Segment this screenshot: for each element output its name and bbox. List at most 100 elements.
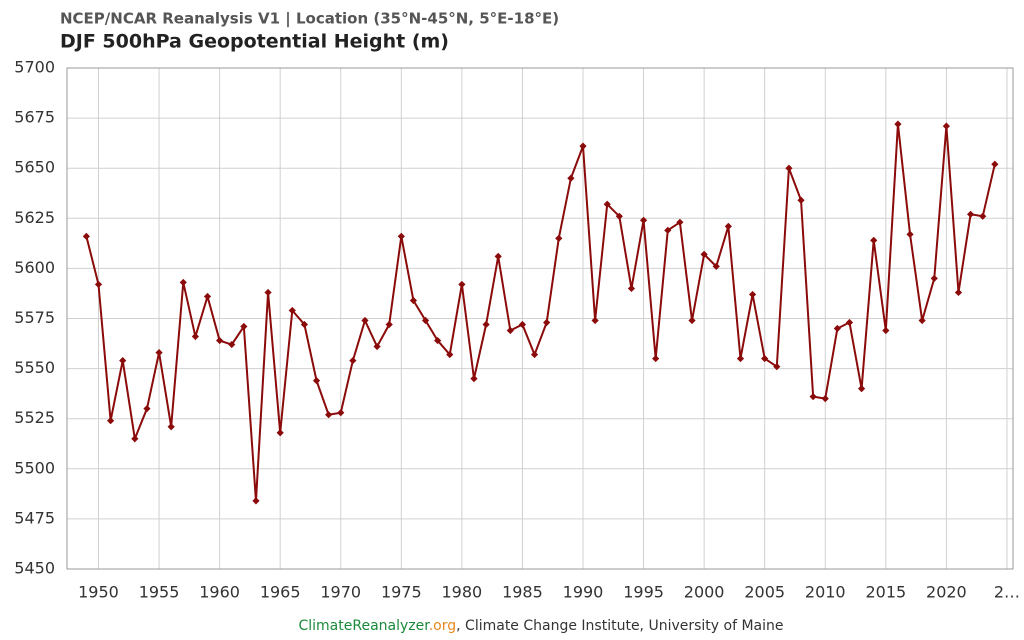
data-point bbox=[288, 306, 296, 315]
data-point bbox=[833, 324, 841, 333]
data-point bbox=[688, 316, 696, 325]
x-tick-label: 2010 bbox=[805, 583, 846, 602]
data-point bbox=[979, 212, 987, 220]
x-tick-label: 1975 bbox=[381, 583, 422, 602]
chart-title: DJF 500hPa Geopotential Height (m) bbox=[60, 31, 449, 53]
data-point bbox=[530, 350, 539, 359]
x-tick-label: 2005 bbox=[744, 583, 785, 602]
footer-site: ClimateReanalyzer bbox=[298, 618, 430, 634]
data-point bbox=[216, 336, 224, 345]
data-point bbox=[203, 292, 212, 301]
y-tick-label: 5600 bbox=[14, 258, 55, 277]
data-point bbox=[918, 316, 926, 325]
data-point bbox=[155, 348, 163, 357]
data-point bbox=[409, 296, 418, 305]
x-tick-label: 2… bbox=[994, 583, 1020, 602]
y-tick-label: 5700 bbox=[14, 58, 55, 77]
data-point bbox=[603, 200, 611, 208]
footer-rest: , Climate Change Institute, University o… bbox=[456, 618, 783, 634]
data-point bbox=[543, 318, 551, 327]
data-point bbox=[119, 356, 127, 365]
x-tick-label: 1965 bbox=[260, 583, 301, 602]
data-point bbox=[191, 332, 199, 341]
data-point bbox=[107, 417, 115, 425]
data-point bbox=[179, 278, 187, 287]
data-point bbox=[567, 174, 575, 182]
data-point bbox=[312, 377, 321, 385]
data-point bbox=[870, 236, 878, 244]
x-tick-label: 1960 bbox=[199, 583, 240, 602]
data-point bbox=[857, 385, 866, 393]
x-tick-label: 2020 bbox=[926, 583, 967, 602]
data-point bbox=[591, 316, 599, 325]
data-point bbox=[131, 435, 139, 443]
data-point bbox=[494, 252, 502, 260]
data-point bbox=[555, 234, 563, 242]
plot-border bbox=[66, 67, 1014, 570]
data-point bbox=[967, 210, 975, 218]
data-point bbox=[700, 250, 708, 258]
data-point bbox=[167, 423, 175, 431]
data-point bbox=[761, 354, 769, 363]
data-point bbox=[434, 336, 442, 345]
data-point bbox=[930, 274, 938, 283]
data-point bbox=[518, 320, 527, 329]
x-tick-label: 1970 bbox=[320, 583, 361, 602]
data-point bbox=[773, 362, 781, 371]
data-point bbox=[458, 280, 466, 289]
data-point bbox=[639, 216, 648, 224]
y-tick-label: 5525 bbox=[14, 408, 55, 427]
data-point bbox=[821, 395, 829, 403]
data-point bbox=[82, 232, 90, 240]
data-point bbox=[264, 288, 272, 297]
data-point bbox=[337, 409, 345, 417]
data-point bbox=[882, 326, 890, 335]
data-point bbox=[446, 350, 454, 359]
x-tick-label: 1950 bbox=[78, 583, 119, 602]
x-tick-label: 2015 bbox=[865, 583, 906, 602]
footer-tld: .org bbox=[429, 618, 456, 634]
x-tick-label: 1955 bbox=[139, 583, 180, 602]
data-point bbox=[252, 497, 260, 505]
data-point bbox=[954, 288, 963, 297]
data-point bbox=[325, 411, 333, 419]
data-point bbox=[361, 316, 369, 325]
data-point bbox=[276, 429, 284, 437]
data-point bbox=[906, 230, 914, 238]
data-point bbox=[470, 375, 478, 383]
data-point bbox=[894, 120, 902, 128]
y-tick-label: 5650 bbox=[14, 158, 55, 177]
y-tick-label: 5675 bbox=[14, 108, 55, 127]
series-line bbox=[85, 124, 996, 501]
data-point bbox=[664, 226, 672, 234]
data-point bbox=[240, 322, 248, 331]
data-point bbox=[300, 320, 309, 329]
data-point bbox=[579, 142, 587, 150]
data-point bbox=[482, 320, 490, 329]
y-tick-label: 5500 bbox=[14, 458, 55, 477]
footer: ClimateReanalyzer.org, Climate Change In… bbox=[298, 618, 783, 634]
data-point bbox=[385, 320, 393, 329]
data-point bbox=[652, 354, 660, 363]
data-point bbox=[797, 196, 805, 204]
data-point bbox=[809, 393, 817, 401]
data-point bbox=[942, 122, 950, 130]
data-point bbox=[991, 160, 999, 168]
chart-subtitle: NCEP/NCAR Reanalysis V1 | Location (35°N… bbox=[60, 10, 559, 29]
x-tick-label: 1995 bbox=[623, 583, 664, 602]
y-tick-label: 5450 bbox=[14, 559, 55, 578]
x-tick-label: 1980 bbox=[442, 583, 483, 602]
data-point bbox=[397, 232, 405, 240]
data-point bbox=[615, 212, 623, 220]
data-point bbox=[228, 340, 236, 349]
data-point bbox=[421, 316, 430, 325]
y-tick-label: 5625 bbox=[14, 208, 55, 227]
x-tick-label: 2000 bbox=[684, 583, 725, 602]
data-point bbox=[712, 262, 720, 270]
y-tick-label: 5475 bbox=[14, 508, 55, 527]
data-point bbox=[736, 354, 745, 363]
data-point bbox=[845, 318, 854, 327]
data-point bbox=[94, 280, 103, 289]
x-tick-label: 1985 bbox=[502, 583, 543, 602]
